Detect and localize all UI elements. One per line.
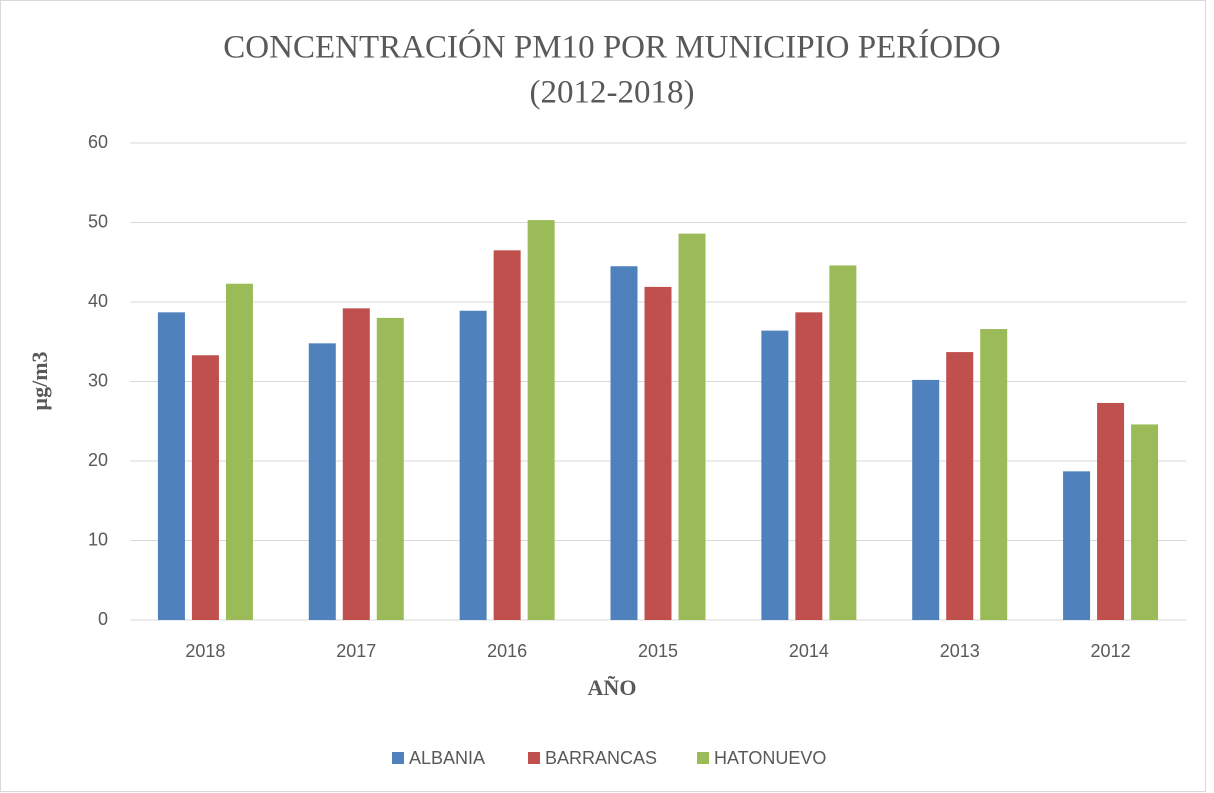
bar — [1131, 424, 1159, 620]
bar — [493, 250, 521, 620]
bar — [912, 379, 940, 620]
bar — [761, 330, 789, 620]
bar — [342, 308, 370, 620]
bar — [678, 233, 706, 620]
bar — [308, 343, 336, 620]
x-tick-label: 2014 — [789, 641, 829, 661]
y-tick-label: 50 — [88, 211, 108, 231]
bar — [980, 329, 1008, 620]
bar — [1063, 471, 1091, 620]
x-tick-label: 2012 — [1091, 641, 1131, 661]
y-tick-label: 0 — [98, 609, 108, 629]
legend-label: HATONUEVO — [714, 748, 826, 768]
legend-label: ALBANIA — [409, 748, 485, 768]
bar — [225, 283, 253, 620]
bar — [829, 265, 857, 620]
legend-swatch — [697, 752, 709, 764]
bar — [191, 355, 219, 620]
bar — [644, 286, 672, 620]
legend-swatch — [392, 752, 404, 764]
y-tick-label: 10 — [88, 529, 108, 549]
legend-swatch — [528, 752, 540, 764]
y-tick-label: 30 — [88, 370, 108, 390]
x-tick-label: 2017 — [336, 641, 376, 661]
legend-label: BARRANCAS — [545, 748, 657, 768]
bar — [610, 266, 638, 620]
x-tick-label: 2013 — [940, 641, 980, 661]
chart-title: (2012-2018) — [530, 75, 695, 111]
bar — [376, 317, 404, 620]
x-tick-label: 2018 — [185, 641, 225, 661]
y-axis-label: µg/m3 — [27, 351, 52, 410]
bar — [459, 310, 487, 620]
y-tick-label: 20 — [88, 450, 108, 470]
x-axis-label: AÑO — [588, 675, 637, 700]
bar — [527, 220, 555, 621]
bar — [1097, 402, 1125, 620]
bar — [946, 352, 974, 620]
x-tick-label: 2015 — [638, 641, 678, 661]
chart-title: CONCENTRACIÓN PM10 POR MUNICIPIO PERÍODO — [223, 28, 1000, 66]
bar — [795, 312, 823, 620]
bar — [157, 312, 185, 620]
y-tick-label: 40 — [88, 291, 108, 311]
y-tick-label: 60 — [88, 132, 108, 152]
x-tick-label: 2016 — [487, 641, 527, 661]
